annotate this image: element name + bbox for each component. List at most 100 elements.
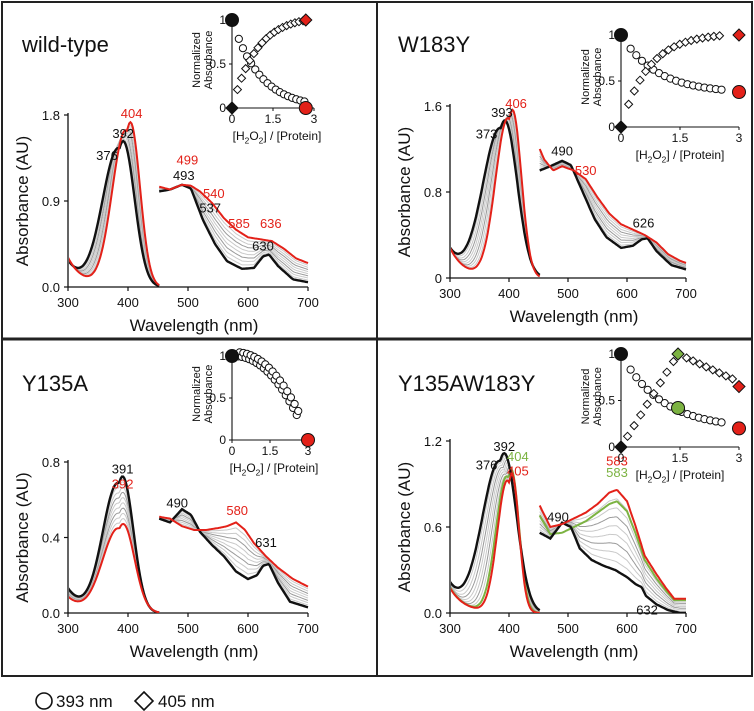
- x-axis-label: Wavelength (nm): [510, 642, 639, 661]
- inset-diamond-point: [662, 367, 672, 377]
- inset-circle-start: [225, 349, 239, 363]
- x-tick-label: 600: [616, 286, 638, 301]
- x-tick-label: 700: [675, 621, 697, 636]
- x-axis-label: Wavelength (nm): [130, 316, 259, 335]
- inset-diamond-start: [614, 440, 628, 454]
- peak-label-initial: 626: [633, 215, 655, 230]
- peak-label-initial: 373: [476, 126, 498, 141]
- visible-intermediate-spectrum: [159, 517, 309, 597]
- soret-initial-spectrum: [69, 139, 160, 287]
- y-axis-label: Absorbance (AU): [13, 472, 32, 602]
- inset-x-tick-label: 3: [305, 444, 312, 458]
- x-tick-label: 300: [57, 621, 79, 636]
- inset-diamond-point: [236, 73, 247, 83]
- visible-initial-spectrum: [539, 521, 686, 613]
- soret-final-spectrum: [451, 473, 540, 613]
- legend-diamond-label: 405 nm: [158, 692, 215, 711]
- inset-y-tick-label: 1: [219, 349, 226, 363]
- x-tick-label: 400: [117, 295, 139, 310]
- visible-intermediate-spectrum: [539, 522, 686, 611]
- inset-diamond-point: [623, 99, 634, 109]
- y-tick-label: 0: [435, 271, 442, 286]
- peak-label-initial: 630: [252, 239, 274, 254]
- peak-label-initial: 537: [199, 200, 221, 215]
- peak-label-final: 580: [226, 503, 248, 518]
- x-tick-label: 500: [557, 621, 579, 636]
- inset-y-axis-label: Normalized: [580, 369, 592, 425]
- peak-label-initial: 490: [551, 143, 573, 158]
- inset-plot: 0 1.5 3 0 0.5 1 [H2O2] / [Protein] Normalized Ab…: [191, 348, 318, 478]
- peak-label-final: 585: [228, 216, 250, 231]
- inset-x-tick-label: 1.5: [672, 131, 689, 145]
- soret-intermediate-spectrum: [69, 132, 160, 287]
- inset-circle-end: [301, 433, 315, 447]
- y-axis-label: Absorbance (AU): [395, 462, 414, 592]
- peak-label-initial: 493: [173, 168, 195, 183]
- visible-intermediate-spectrum: [159, 516, 309, 590]
- inset-y-tick-label: 1: [608, 28, 615, 42]
- inset-diamond-end: [732, 28, 746, 42]
- inset-diamond-start: [225, 101, 239, 115]
- inset-circle-point: [717, 85, 726, 94]
- inset-circle-point: [238, 44, 248, 53]
- x-tick-label: 300: [57, 295, 79, 310]
- inset-diamond-point: [640, 66, 651, 77]
- legend-diamond-marker: [133, 690, 155, 711]
- inset-x-axis-label: [H2O2] / [Protein]: [233, 129, 322, 146]
- y-axis-label: Absorbance (AU): [13, 136, 32, 266]
- inset-diamond-point: [721, 371, 731, 381]
- visible-intermediate-spectrum: [539, 517, 686, 606]
- inset-diamond-point: [232, 84, 243, 95]
- peak-label-initial: 392: [493, 439, 515, 454]
- legend-circle-label: 393 nm: [56, 692, 113, 711]
- y-tick-label: 0.4: [42, 531, 60, 546]
- visible-green-spectrum: [538, 500, 686, 602]
- peak-label-initial: 632: [636, 602, 658, 617]
- visible-intermediate-spectrum: [539, 155, 687, 266]
- legend-circle-marker: [35, 692, 53, 710]
- peak-label-final: 583: [606, 453, 628, 468]
- inset-circle-start: [614, 28, 628, 42]
- soret-final-spectrum: [69, 522, 160, 613]
- peak-label-initial: 490: [166, 495, 188, 510]
- x-axis-label: Wavelength (nm): [130, 642, 259, 661]
- y-tick-label: 0.8: [42, 455, 60, 470]
- inset-circle-point: [286, 393, 296, 402]
- inset-diamond-point: [714, 31, 725, 41]
- inset-circle-point: [626, 365, 635, 374]
- x-tick-label: 300: [439, 621, 461, 636]
- soret-initial-spectrum: [451, 451, 541, 612]
- peak-label-green: 404: [507, 449, 529, 464]
- visible-intermediate-spectrum: [159, 514, 309, 601]
- inset-x-tick-label: 1.5: [262, 444, 279, 458]
- visible-intermediate-spectrum: [539, 153, 687, 265]
- inset-circle-end: [298, 101, 313, 115]
- inset-diamond-point: [714, 368, 725, 378]
- inset-y-tick-label: 0.5: [598, 394, 615, 408]
- inset-plot: 0 1.5 3 0 0.5 1 [H2O2] / [Protein] Normalized Ab…: [580, 347, 746, 485]
- inset-circle-point: [632, 373, 641, 382]
- panel-title: W183Y: [398, 32, 470, 57]
- inset-y-axis-label: Absorbance: [203, 31, 215, 90]
- inset-y-tick-label: 0.5: [209, 57, 226, 71]
- inset-diamond-point: [701, 362, 711, 372]
- inset-circle-end: [732, 85, 746, 100]
- inset-diamond-end: [732, 379, 746, 394]
- soret-final-spectrum: [69, 120, 160, 286]
- inset-diamond-point: [668, 356, 679, 367]
- inset-y-tick-label: 0: [219, 433, 226, 447]
- inset-circle-point: [290, 399, 299, 409]
- inset-y-tick-label: 0.5: [209, 391, 226, 405]
- inset-circle-point: [283, 387, 292, 396]
- peak-label-initial: 392: [112, 126, 134, 141]
- y-tick-label: 0.8: [424, 185, 442, 200]
- peak-label-final: 405: [507, 463, 529, 478]
- inset-x-tick-label: 3: [311, 112, 318, 126]
- inset-circle-point: [626, 44, 635, 53]
- peak-label-initial: 376: [96, 148, 118, 163]
- visible-final-spectrum: [159, 515, 309, 588]
